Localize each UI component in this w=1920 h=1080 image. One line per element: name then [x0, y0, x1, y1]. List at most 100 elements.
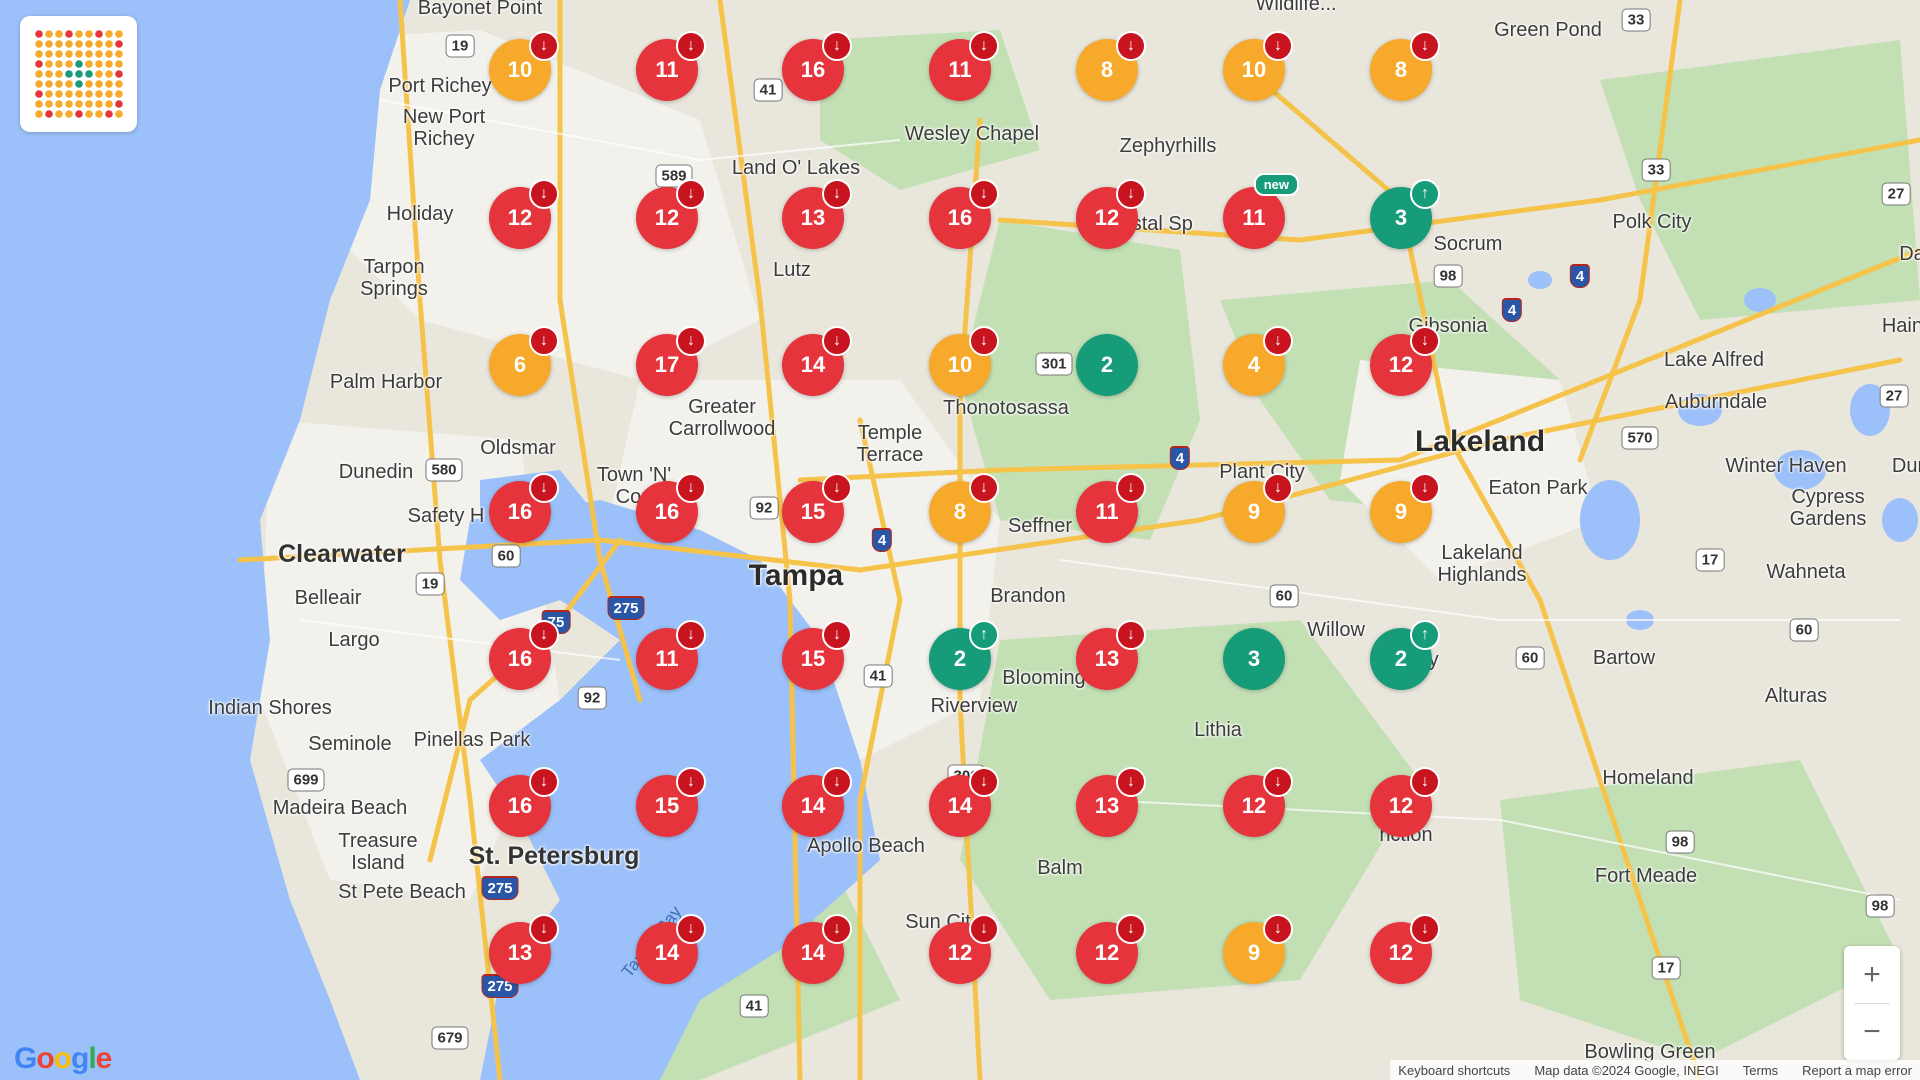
rank-marker[interactable]: 14 ↓	[929, 767, 999, 837]
rank-marker[interactable]: 10 ↓	[1223, 31, 1293, 101]
highway-shield: 33	[1641, 158, 1671, 182]
terms-link[interactable]: Terms	[1742, 1062, 1779, 1078]
rank-marker[interactable]: 12 ↓	[1370, 326, 1440, 396]
zoom-in-button[interactable]: +	[1863, 957, 1881, 991]
highway-shield: 17	[1695, 548, 1725, 572]
rank-marker[interactable]: 16 ↓	[489, 620, 559, 690]
rank-marker[interactable]: 9 ↓	[1370, 473, 1440, 543]
rank-marker[interactable]: 12 ↓	[1076, 914, 1146, 984]
place-label: Palm Harbor	[329, 371, 443, 393]
google-logo-letter: g	[71, 1042, 89, 1075]
rank-marker[interactable]: 3 ↑	[1370, 179, 1440, 249]
rank-marker[interactable]: 12 ↓	[1370, 767, 1440, 837]
arrow-down-icon: ↓	[822, 326, 852, 356]
rank-value: 12	[947, 940, 973, 965]
rank-marker[interactable]: 15 ↓	[636, 767, 706, 837]
highway-shield: 580	[425, 458, 463, 482]
rank-value: 16	[507, 646, 533, 671]
rank-marker[interactable]: 9 ↓	[1223, 914, 1293, 984]
rank-marker[interactable]: 15 ↓	[782, 620, 852, 690]
rank-marker[interactable]: 2 ↑	[929, 620, 999, 690]
rank-marker[interactable]: 16 ↓	[489, 473, 559, 543]
rank-marker[interactable]: 12 ↓	[1370, 914, 1440, 984]
arrow-down-icon: ↓	[1410, 473, 1440, 503]
place-label: Plant City	[1219, 461, 1305, 483]
zoom-out-button[interactable]: −	[1863, 1014, 1881, 1048]
interstate-shield: 4	[1501, 298, 1523, 322]
rank-marker[interactable]: 2 ↑	[1370, 620, 1440, 690]
rank-marker[interactable]: 3	[1223, 628, 1285, 690]
highway-shield: 19	[415, 572, 445, 596]
rank-marker[interactable]: 4 ↓	[1223, 326, 1293, 396]
rank-marker[interactable]: 12 ↓	[636, 179, 706, 249]
rank-value: 12	[1241, 793, 1267, 818]
arrow-down-icon: ↓	[1410, 326, 1440, 356]
keyboard-shortcuts-link[interactable]: Keyboard shortcuts	[1398, 1062, 1511, 1078]
arrow-down-icon: ↓	[1263, 473, 1293, 503]
arrow-down-icon: ↓	[969, 179, 999, 209]
place-label: Lutz	[773, 259, 811, 281]
arrow-down-icon: ↓	[676, 326, 706, 356]
rank-marker[interactable]: 14 ↓	[636, 914, 706, 984]
rank-value: 15	[800, 499, 826, 524]
rank-marker[interactable]: 11 new	[1223, 173, 1299, 249]
place-label: Wildlife...	[1255, 0, 1337, 15]
rank-marker[interactable]: 14 ↓	[782, 326, 852, 396]
place-label: Seminole	[308, 733, 392, 755]
arrow-up-icon: ↑	[1410, 620, 1440, 650]
arrow-down-icon: ↓	[1116, 179, 1146, 209]
rank-marker[interactable]: 12 ↓	[1223, 767, 1293, 837]
rank-marker[interactable]: 11 ↓	[1076, 473, 1146, 543]
rank-value: 12	[1388, 352, 1414, 377]
rank-value: 16	[507, 793, 533, 818]
arrow-down-icon: ↓	[529, 473, 559, 503]
rank-marker[interactable]: 10 ↓	[489, 31, 559, 101]
rank-value: 14	[800, 793, 826, 818]
rank-marker[interactable]: 17 ↓	[636, 326, 706, 396]
rank-marker[interactable]: 14 ↓	[782, 767, 852, 837]
rank-value: 14	[800, 940, 826, 965]
rank-marker[interactable]: 11 ↓	[636, 620, 706, 690]
rank-value: 11	[655, 646, 679, 671]
app-logo[interactable]	[20, 16, 137, 132]
rank-marker[interactable]: 14 ↓	[782, 914, 852, 984]
rank-marker[interactable]: 8 ↓	[929, 473, 999, 543]
place-label: Polk City	[1612, 211, 1692, 233]
google-logo-letter: G	[14, 1042, 37, 1075]
rank-marker[interactable]: 2	[1076, 334, 1138, 396]
rank-marker[interactable]: 6 ↓	[489, 326, 559, 396]
rank-marker[interactable]: 11 ↓	[636, 31, 706, 101]
rank-marker[interactable]: 13 ↓	[1076, 620, 1146, 690]
arrow-up-icon: ↑	[1410, 179, 1440, 209]
rank-value: 13	[800, 205, 826, 230]
place-label: Green Pond	[1494, 19, 1602, 41]
rank-marker[interactable]: 12 ↓	[489, 179, 559, 249]
highway-shield: 98	[1865, 894, 1895, 918]
place-label: Apollo Beach	[807, 835, 925, 857]
place-label: Bowling Green	[1584, 1041, 1716, 1063]
rank-marker[interactable]: 15 ↓	[782, 473, 852, 543]
highway-shield: 570	[1621, 426, 1659, 450]
place-label: Cypress Gardens	[1789, 486, 1867, 530]
arrow-down-icon: ↓	[1263, 31, 1293, 61]
rank-marker[interactable]: 8 ↓	[1076, 31, 1146, 101]
rank-marker[interactable]: 16 ↓	[636, 473, 706, 543]
rank-marker[interactable]: 13 ↓	[1076, 767, 1146, 837]
rank-marker[interactable]: 12 ↓	[1076, 179, 1146, 249]
rank-marker[interactable]: 11 ↓	[929, 31, 999, 101]
rank-value: 13	[507, 940, 533, 965]
rank-marker[interactable]: 16 ↓	[782, 31, 852, 101]
rank-marker[interactable]: 16 ↓	[489, 767, 559, 837]
rank-marker[interactable]: 16 ↓	[929, 179, 999, 249]
rank-marker[interactable]: 8 ↓	[1370, 31, 1440, 101]
rank-marker[interactable]: 10 ↓	[929, 326, 999, 396]
report-error-link[interactable]: Report a map error	[1802, 1062, 1912, 1078]
place-label: Riverview	[930, 695, 1018, 717]
arrow-down-icon: ↓	[1410, 31, 1440, 61]
rank-marker[interactable]: 13 ↓	[782, 179, 852, 249]
rank-marker[interactable]: 12 ↓	[929, 914, 999, 984]
rank-marker[interactable]: 13 ↓	[489, 914, 559, 984]
place-label: New Port Richey	[402, 106, 486, 150]
rank-marker[interactable]: 9 ↓	[1223, 473, 1293, 543]
